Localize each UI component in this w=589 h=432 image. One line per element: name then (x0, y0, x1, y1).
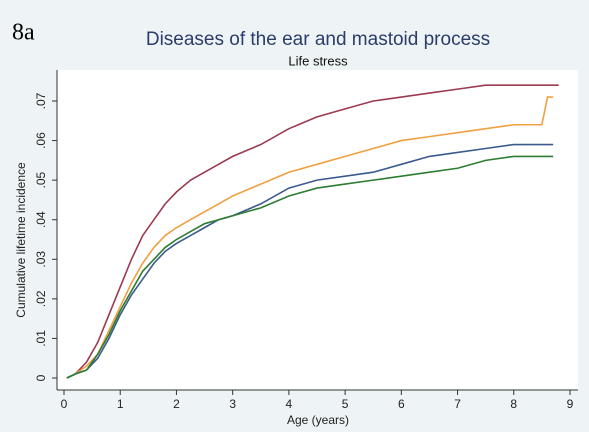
y-axis-title: Cumulative lifetime incidence (14, 162, 28, 318)
x-tick-label: 6 (398, 397, 405, 411)
series-line (66, 155, 554, 379)
y-tick-label: .03 (34, 251, 48, 268)
plot-area (57, 70, 578, 390)
series-line (66, 84, 559, 379)
x-tick-label: 3 (229, 397, 236, 411)
figure-tag: 8a (12, 20, 35, 46)
x-tick-label: 4 (286, 397, 293, 411)
y-tick-label: 0 (34, 374, 48, 381)
y-tick-label: .05 (34, 171, 48, 188)
x-tick-label: 7 (454, 397, 461, 411)
x-tick-label: 1 (117, 397, 124, 411)
chart-title: Diseases of the ear and mastoid process (146, 29, 490, 50)
chart-subtitle: Life stress (288, 53, 348, 68)
y-tick-label: .01 (34, 330, 48, 347)
y-tick-label: .06 (34, 132, 48, 149)
x-tick-label: 5 (342, 397, 349, 411)
y-tick-label: .04 (34, 211, 48, 228)
x-tick-label: 8 (510, 397, 517, 411)
x-tick-label: 0 (61, 397, 68, 411)
y-tick-label: .07 (34, 92, 48, 109)
x-axis-title: Age (years) (287, 413, 349, 427)
x-tick-label: 2 (173, 397, 180, 411)
y-tick-label: .02 (34, 290, 48, 307)
series-line (66, 96, 554, 379)
x-tick-label: 9 (567, 397, 574, 411)
